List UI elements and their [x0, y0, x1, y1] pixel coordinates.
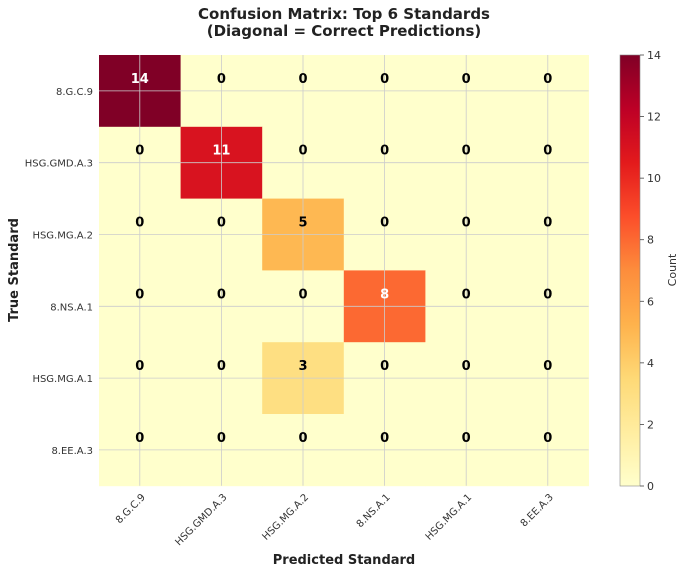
colorbar-tick-label: 0 [647, 480, 654, 493]
y-tick-label: HSG.MG.A.2 [32, 231, 93, 242]
cell-labels: 14 0 0 0 0 0 0 11 0 0 0 0 0 0 5 0 0 0 0 0 0 8 0 0 0 0 3 0 0 0 0 0 0 0 0 0 [131, 72, 553, 446]
y-tick-label: HSG.GMD.A.3 [25, 159, 93, 170]
cell-value-label: 0 [135, 431, 144, 446]
cell-value-label: 0 [380, 72, 389, 87]
cell-value-label: 3 [298, 359, 307, 374]
cell-value-label: 14 [131, 72, 149, 87]
cell-value-label: 0 [217, 216, 226, 231]
y-tick-label: 8.G.C.9 [56, 87, 93, 98]
cell-value-label: 0 [298, 144, 307, 159]
x-tick-label: HSG.GMD.A.3 [173, 492, 229, 548]
cell-value-label: 11 [212, 144, 230, 159]
cell-value-label: 0 [380, 359, 389, 374]
cell-value-label: 0 [543, 287, 552, 302]
x-axis-label: Predicted Standard [273, 553, 416, 568]
colorbar-tick-label: 2 [647, 418, 654, 431]
cell-value-label: 0 [217, 359, 226, 374]
cell-value-label: 0 [543, 144, 552, 159]
cell-value-label: 0 [462, 287, 471, 302]
x-tick-label: HSG.MG.A.2 [261, 492, 312, 543]
cell-value-label: 0 [380, 216, 389, 231]
cell-value-label: 0 [380, 144, 389, 159]
cell-value-label: 0 [543, 431, 552, 446]
chart-title-line2: (Diagonal = Correct Predictions) [207, 22, 482, 40]
colorbar-ticks: 0 2 4 6 8 10 12 14 [640, 49, 661, 493]
cell-value-label: 5 [298, 216, 307, 231]
cell-value-label: 0 [543, 216, 552, 231]
cell-value-label: 0 [135, 287, 144, 302]
chart-title-line1: Confusion Matrix: Top 6 Standards [198, 5, 490, 23]
cell-value-label: 0 [135, 216, 144, 231]
cell-value-label: 0 [217, 431, 226, 446]
y-tick-label: 8.EE.A.3 [51, 446, 93, 457]
cell-value-label: 0 [298, 287, 307, 302]
cell-value-label: 0 [217, 72, 226, 87]
cell-value-label: 0 [135, 359, 144, 374]
heatmap-cells [99, 55, 589, 487]
cell-value-label: 0 [217, 287, 226, 302]
cell-value-label: 0 [380, 431, 389, 446]
x-tick-label: 8.EE.A.3 [519, 492, 556, 529]
cell-value-label: 0 [543, 359, 552, 374]
colorbar-tick-label: 4 [647, 357, 654, 370]
y-tick-label: 8.NS.A.1 [50, 302, 93, 313]
cell-value-label: 0 [462, 144, 471, 159]
colorbar-tick-label: 12 [647, 111, 661, 124]
cell-value-label: 0 [462, 72, 471, 87]
x-tick-label: 8.NS.A.1 [355, 492, 393, 530]
cell-value-label: 0 [543, 72, 552, 87]
cell-value-label: 0 [462, 359, 471, 374]
x-tick-labels: 8.G.C.9 HSG.GMD.A.3 HSG.MG.A.2 8.NS.A.1 HSG.… [114, 492, 556, 548]
grid-lines [99, 55, 589, 486]
colorbar-label: Count [666, 253, 679, 286]
colorbar-tick-label: 6 [647, 295, 654, 308]
cell-value-label: 0 [298, 431, 307, 446]
cell-value-label: 8 [380, 287, 389, 302]
y-axis-label: True Standard [7, 218, 22, 322]
y-tick-label: HSG.MG.A.1 [32, 374, 93, 385]
colorbar [619, 54, 641, 487]
colorbar-tick-label: 10 [647, 172, 661, 185]
cell-value-label: 0 [135, 144, 144, 159]
cell-value-label: 0 [298, 72, 307, 87]
cell-value-label: 0 [462, 216, 471, 231]
colorbar-tick-label: 8 [647, 234, 654, 247]
cell-value-label: 0 [462, 431, 471, 446]
colorbar-tick-label: 14 [647, 49, 661, 62]
x-tick-label: HSG.MG.A.1 [424, 492, 475, 543]
x-tick-label: 8.G.C.9 [114, 492, 148, 526]
y-tick-labels: 8.G.C.9 HSG.GMD.A.3 HSG.MG.A.2 8.NS.A.1 HSG.… [25, 87, 93, 457]
